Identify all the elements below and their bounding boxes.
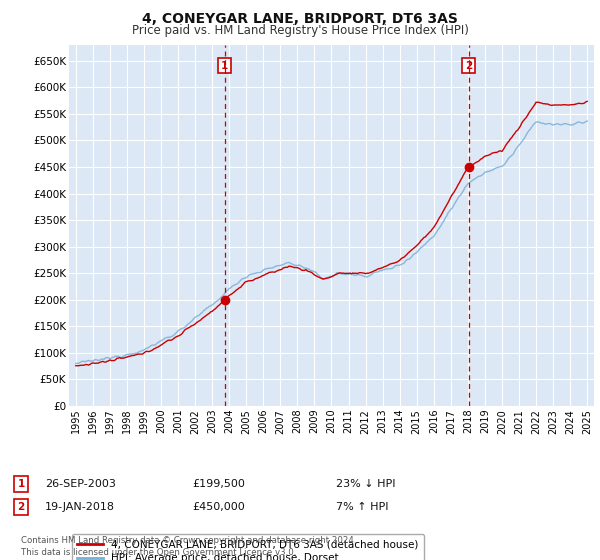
Text: Contains HM Land Registry data © Crown copyright and database right 2024.
This d: Contains HM Land Registry data © Crown c…: [21, 536, 356, 557]
Text: 19-JAN-2018: 19-JAN-2018: [45, 502, 115, 512]
Text: 1: 1: [221, 60, 228, 71]
Text: £199,500: £199,500: [192, 479, 245, 489]
Text: 2: 2: [465, 60, 472, 71]
Legend: 4, CONEYGAR LANE, BRIDPORT, DT6 3AS (detached house), HPI: Average price, detach: 4, CONEYGAR LANE, BRIDPORT, DT6 3AS (det…: [71, 534, 424, 560]
Text: 7% ↑ HPI: 7% ↑ HPI: [336, 502, 389, 512]
Text: Price paid vs. HM Land Registry's House Price Index (HPI): Price paid vs. HM Land Registry's House …: [131, 24, 469, 36]
Text: 1: 1: [17, 479, 25, 489]
Text: 26-SEP-2003: 26-SEP-2003: [45, 479, 116, 489]
Text: 2: 2: [17, 502, 25, 512]
Text: £450,000: £450,000: [192, 502, 245, 512]
Text: 23% ↓ HPI: 23% ↓ HPI: [336, 479, 395, 489]
Text: 4, CONEYGAR LANE, BRIDPORT, DT6 3AS: 4, CONEYGAR LANE, BRIDPORT, DT6 3AS: [142, 12, 458, 26]
